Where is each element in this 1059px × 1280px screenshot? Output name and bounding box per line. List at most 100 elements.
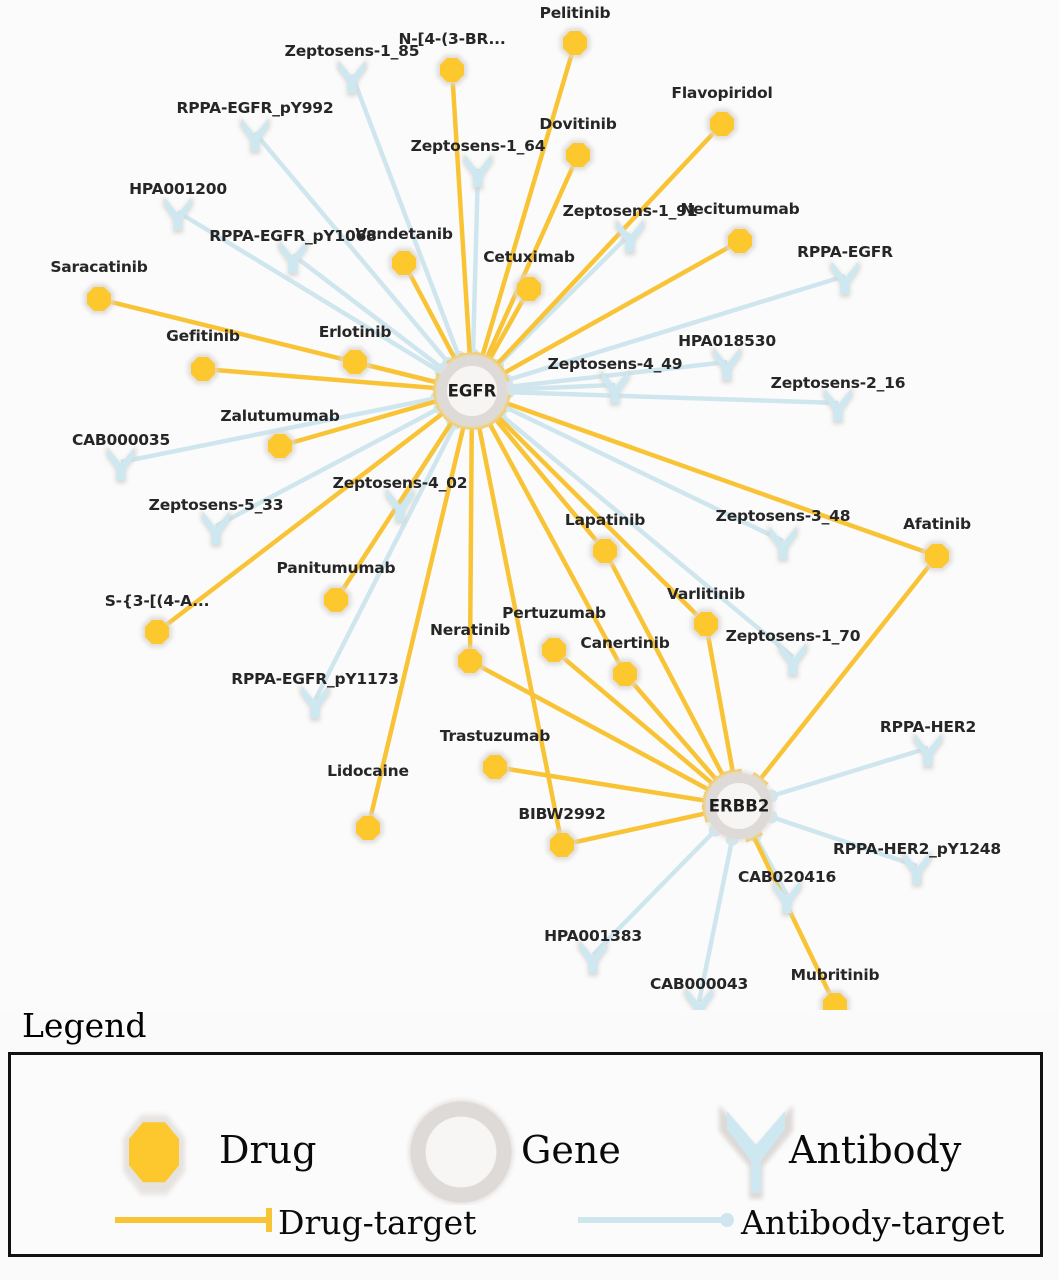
antibody-node[interactable]: [302, 686, 328, 718]
antibody-node[interactable]: [780, 643, 806, 675]
drug-node[interactable]: [593, 539, 617, 563]
edge-drug-target: [334, 419, 455, 602]
legend-shape-antibody: [701, 1095, 811, 1219]
drug-node[interactable]: [343, 350, 367, 374]
edge-drug-target: [202, 366, 437, 391]
antibody-node[interactable]: [580, 941, 606, 973]
drug-node[interactable]: [87, 287, 111, 311]
drug-node[interactable]: [517, 277, 541, 301]
legend-edge-drug-target: [111, 1205, 281, 1239]
drug-node[interactable]: [566, 143, 590, 167]
drug-node[interactable]: [324, 588, 348, 612]
edge-drug-target: [502, 239, 742, 376]
antibody-node[interactable]: [832, 262, 858, 294]
drug-node[interactable]: [191, 357, 215, 381]
legend-label-antibody-target: Antibody-target: [741, 1203, 1005, 1242]
antibody-target-line-icon: [578, 1213, 734, 1227]
edge-drug-target: [449, 69, 473, 356]
edge-drug-target: [758, 554, 939, 781]
antibody-node[interactable]: [203, 512, 229, 544]
legend-panel: Legend Drug Gene Antibody: [0, 1006, 1059, 1280]
antibody-node[interactable]: [387, 489, 413, 521]
edge-antibody-target: [214, 405, 442, 528]
edge-drug-target: [494, 122, 724, 367]
antibody-node[interactable]: [617, 220, 643, 252]
drug-node[interactable]: [542, 638, 566, 662]
edge-drug-target: [155, 411, 445, 634]
edge-antibody-target: [291, 253, 445, 372]
edge-drug-target: [402, 261, 458, 361]
antibody-node[interactable]: [465, 155, 491, 187]
antibody-node[interactable]: [825, 389, 851, 421]
antibody-node[interactable]: [165, 198, 191, 230]
drug-node[interactable]: [563, 31, 587, 55]
drug-node[interactable]: [728, 229, 752, 253]
antibody-node[interactable]: [108, 448, 134, 480]
drug-node[interactable]: [440, 58, 464, 82]
drug-node[interactable]: [710, 112, 734, 136]
edge-drug-target: [623, 672, 719, 782]
octagon-icon: [123, 1115, 185, 1195]
antibody-node[interactable]: [770, 527, 796, 559]
drug-node[interactable]: [483, 755, 507, 779]
drug-node[interactable]: [392, 251, 416, 275]
edge-antibody-target: [312, 422, 458, 702]
edge-drug-target: [561, 811, 707, 848]
legend-shape-gene: [406, 1095, 516, 1209]
edge-antibody-target: [176, 210, 443, 375]
edge-antibody-target: [507, 359, 728, 390]
edge-antibody-target: [507, 382, 616, 392]
drug-node[interactable]: [694, 612, 718, 636]
edge-drug-target: [279, 398, 439, 449]
drug-target-line-icon: [115, 1208, 272, 1232]
antibody-node[interactable]: [280, 241, 306, 273]
gene-label: ERBB2: [708, 796, 770, 816]
edge-antibody-target: [696, 838, 735, 1003]
edge-drug-target: [365, 425, 466, 829]
legend-label-gene: Gene: [521, 1128, 621, 1172]
network-svg: [83, 27, 953, 1010]
edge-drug-target: [751, 835, 838, 1006]
node-layer: [83, 27, 953, 1010]
antibody-node[interactable]: [686, 988, 712, 1010]
edge-drug-target: [493, 417, 607, 553]
antibody-node[interactable]: [915, 734, 941, 766]
drug-node[interactable]: [550, 833, 574, 857]
gene-label: EGFR: [447, 381, 497, 401]
drug-node[interactable]: [925, 544, 949, 568]
edge-antibody-target: [253, 131, 451, 365]
edge-drug-target: [505, 400, 938, 559]
antibody-node[interactable]: [602, 371, 628, 403]
drug-node[interactable]: [356, 816, 380, 840]
edge-antibody-target: [505, 273, 846, 383]
edge-drug-target: [487, 421, 627, 676]
legend-title: Legend: [22, 1006, 147, 1045]
edge-drug-target: [480, 42, 578, 358]
antibody-node[interactable]: [714, 348, 740, 380]
edge-drug-target: [703, 623, 736, 773]
edge-antibody-target: [120, 395, 438, 465]
edge-drug-target: [603, 549, 726, 777]
drug-node[interactable]: [458, 649, 482, 673]
edge-drug-target: [484, 154, 581, 360]
edge-drug-target: [552, 648, 715, 786]
drug-node[interactable]: [823, 993, 847, 1010]
network-graph-canvas[interactable]: Pelitinib N-[4-(3-BR... Flavopiridol Doviti…: [0, 0, 1059, 1010]
drug-node[interactable]: [613, 662, 637, 686]
antibody-node[interactable]: [242, 119, 268, 151]
drug-node[interactable]: [268, 434, 292, 458]
antibody-node[interactable]: [774, 881, 800, 913]
edge-antibody-target: [770, 745, 929, 799]
edge-drug-target: [468, 659, 711, 792]
antibody-node[interactable]: [339, 61, 365, 93]
ring-icon: [408, 1099, 514, 1205]
edge-antibody-target: [495, 232, 632, 368]
edge-drug-target: [494, 764, 706, 803]
edge-drug-target: [467, 426, 474, 662]
edge-drug-target: [476, 425, 565, 846]
edge-drug-target: [495, 414, 708, 626]
legend-edge-antibody-target: [574, 1205, 744, 1239]
gene-node-inner: [718, 785, 760, 827]
drug-node[interactable]: [145, 620, 169, 644]
antibody-node[interactable]: [904, 852, 930, 884]
